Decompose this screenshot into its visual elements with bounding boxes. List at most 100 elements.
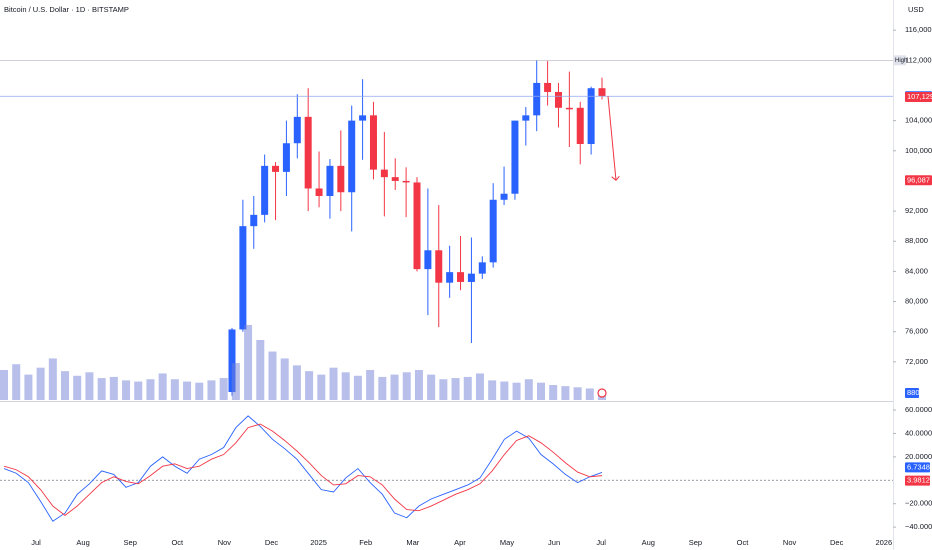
candle-body bbox=[250, 214, 258, 227]
candle-body bbox=[554, 91, 562, 108]
volume-bar bbox=[195, 382, 204, 400]
candle-body bbox=[533, 82, 541, 116]
candle-body bbox=[326, 165, 334, 197]
candle-body bbox=[565, 107, 573, 110]
price-tag bbox=[905, 92, 932, 103]
volume-bar bbox=[183, 381, 192, 400]
candle-body bbox=[272, 165, 280, 172]
candle-body bbox=[446, 272, 454, 283]
candle-body bbox=[304, 116, 312, 189]
candle-body bbox=[511, 120, 519, 194]
candle-body bbox=[337, 165, 345, 193]
macd-tick-label: 60.0000 bbox=[905, 405, 932, 414]
volume-bar bbox=[512, 382, 521, 400]
y-tick-label: 100,000 bbox=[905, 146, 932, 155]
candle-body bbox=[576, 107, 584, 144]
macd-tick-label: 20.0000 bbox=[905, 452, 932, 461]
y-tick-label: 112,000 bbox=[905, 55, 932, 64]
volume-bar bbox=[85, 372, 94, 400]
x-tick-label: May bbox=[500, 538, 514, 547]
candle-body bbox=[359, 115, 367, 121]
volume-bar bbox=[463, 376, 472, 400]
y-tick-label: 80,000 bbox=[905, 297, 928, 306]
volume-bar bbox=[524, 379, 533, 400]
macd-tag bbox=[905, 475, 930, 486]
high-tag bbox=[893, 55, 906, 66]
x-tick-label: Oct bbox=[737, 538, 750, 547]
volume-tag-label: 880 bbox=[907, 388, 920, 397]
x-tick-label: 2026 bbox=[875, 538, 892, 547]
y-tick-label: 76,000 bbox=[905, 327, 928, 336]
candle-body bbox=[391, 177, 399, 181]
candle-body bbox=[457, 272, 465, 282]
candle-body bbox=[348, 120, 356, 193]
x-tick-label: Mar bbox=[406, 538, 419, 547]
macd-tag bbox=[905, 462, 930, 473]
x-tick-label: Dec bbox=[830, 538, 844, 547]
volume-bar bbox=[244, 325, 253, 400]
volume-bar bbox=[158, 373, 167, 400]
macd-tag-label: 6.7348 bbox=[907, 462, 930, 471]
volume-bar bbox=[366, 370, 375, 400]
x-tick-label: Aug bbox=[642, 538, 655, 547]
price-tag-label: 96,087 bbox=[907, 175, 930, 184]
volume-bar bbox=[24, 374, 33, 400]
y-tick-label: 88,000 bbox=[905, 236, 928, 245]
macd-tick-label: −40.0000 bbox=[905, 522, 932, 531]
macd-tag-label: 3.9812 bbox=[907, 476, 930, 485]
candle-body bbox=[369, 115, 377, 170]
high-label: High bbox=[895, 58, 907, 64]
volume-bar bbox=[219, 378, 228, 400]
price-pane bbox=[228, 60, 606, 396]
candle-body bbox=[544, 82, 552, 92]
candle-body bbox=[413, 182, 421, 270]
volume-bar bbox=[353, 375, 362, 400]
candle-body bbox=[380, 169, 388, 178]
volume-bar bbox=[439, 379, 448, 400]
y-tick-label: 104,000 bbox=[905, 116, 932, 125]
volume-bar bbox=[170, 379, 179, 400]
price-tag bbox=[905, 175, 932, 186]
volume-bar bbox=[475, 373, 484, 400]
y-tick-label: 92,000 bbox=[905, 206, 928, 215]
volume-bar bbox=[329, 367, 338, 400]
volume-bar bbox=[256, 340, 265, 400]
macd-line bbox=[3, 423, 603, 516]
x-tick-label: Nov bbox=[218, 538, 232, 547]
volume-bar bbox=[48, 358, 57, 400]
volume-bar bbox=[134, 381, 143, 400]
y-tick-label: 84,000 bbox=[905, 266, 928, 275]
x-tick-label: Jul bbox=[596, 538, 606, 547]
forecast-arrow bbox=[607, 96, 616, 180]
x-tick-label: Oct bbox=[171, 538, 184, 547]
candle-body bbox=[424, 250, 432, 270]
x-tick-label: Jun bbox=[548, 538, 560, 547]
chart-title: Bitcoin / U.S. Dollar · 1D · BITSTAMP bbox=[4, 5, 129, 14]
volume-bar bbox=[451, 378, 460, 400]
candle-body bbox=[315, 188, 323, 197]
volume-bar bbox=[231, 363, 240, 400]
volume-bar bbox=[61, 371, 70, 400]
candle-body bbox=[500, 193, 508, 200]
price-tag-label: 107,129 bbox=[907, 92, 932, 101]
volume-bar bbox=[146, 379, 155, 400]
volume-bar bbox=[292, 365, 301, 400]
volume-bar bbox=[390, 374, 399, 400]
candle-body bbox=[587, 88, 595, 144]
candle-body bbox=[598, 88, 606, 97]
volume-bar bbox=[341, 372, 350, 400]
volume-bar bbox=[561, 386, 570, 400]
volume-bar bbox=[317, 374, 326, 400]
x-tick-label: Dec bbox=[265, 538, 279, 547]
candle-body bbox=[478, 262, 486, 274]
volume-bar bbox=[73, 375, 82, 400]
volume-bar bbox=[427, 374, 436, 400]
x-tick-label: Sep bbox=[124, 538, 137, 547]
volume-bar bbox=[536, 382, 545, 400]
candle-body bbox=[467, 273, 475, 282]
candle-body bbox=[239, 226, 247, 330]
volume-bar bbox=[573, 387, 582, 400]
volume-bar bbox=[122, 380, 131, 400]
